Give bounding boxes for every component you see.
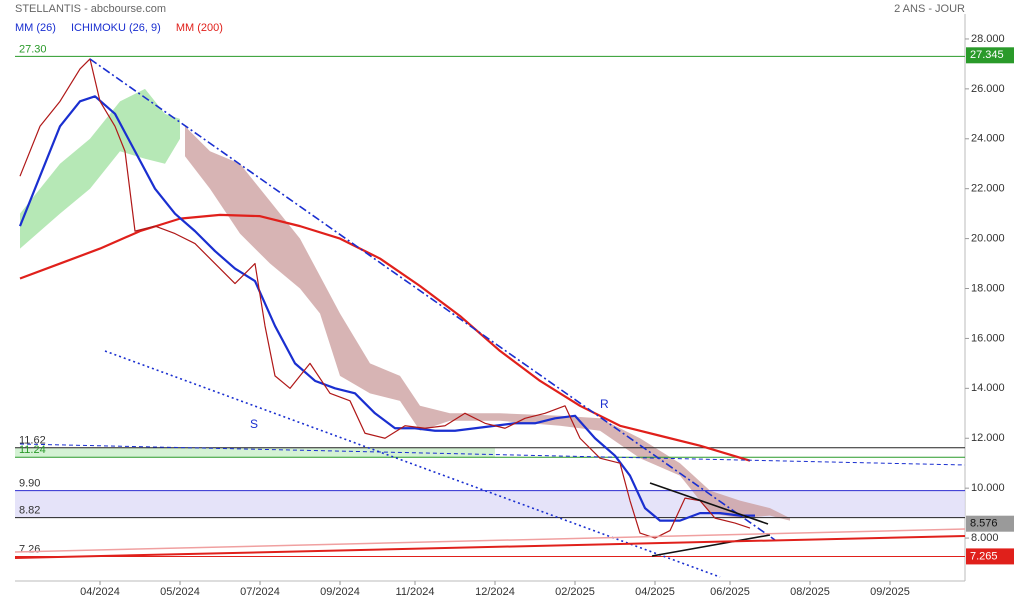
level-band (15, 447, 495, 458)
y-tick-label: 22.000 (971, 183, 1005, 195)
header: STELLANTIS - abcbourse.com (15, 3, 166, 15)
x-tick-label: 12/2024 (475, 586, 515, 598)
line-series (19, 213, 751, 462)
price-label: 27.345 (970, 49, 1004, 61)
y-tick-label: 24.000 (971, 133, 1005, 145)
line-series (18, 95, 755, 522)
trendline (104, 350, 721, 578)
y-tick-label: 10.000 (971, 482, 1005, 494)
x-tick-label: 08/2025 (790, 586, 830, 598)
triangle-line (649, 482, 769, 525)
y-tick-label: 28.000 (971, 33, 1005, 45)
period: 2 ANS - JOUR (894, 3, 965, 15)
legend-entry: MM (200) (176, 22, 223, 34)
x-tick-label: 06/2025 (710, 586, 750, 598)
y-tick-label: 14.000 (971, 382, 1005, 394)
price-label-box (966, 548, 1014, 565)
y-tick-label: 8.000 (971, 532, 999, 544)
x-tick-label: 04/2025 (635, 586, 675, 598)
x-tick-label: 04/2024 (80, 586, 120, 598)
level-label: 7.26 (19, 543, 40, 555)
legend-entry: ICHIMOKU (26, 9) (71, 22, 161, 34)
ichimoku-cloud (20, 88, 180, 249)
level-label: 27.30 (19, 43, 47, 55)
price-label: 7.265 (970, 550, 998, 562)
x-tick-label: 09/2024 (320, 586, 360, 598)
support-line (14, 528, 966, 553)
price-label-box (966, 47, 1014, 64)
level-band (15, 490, 965, 518)
line-series (19, 58, 751, 539)
trendline (19, 443, 966, 466)
price-label-box (966, 515, 1014, 532)
x-tick-label: 11/2024 (396, 586, 435, 598)
x-tick-label: 05/2024 (160, 586, 200, 598)
plot: 8.000 10.000 12.000 14.000 16.000 18.000 20.00… (15, 14, 1014, 598)
x-tick-label: 09/2025 (870, 586, 910, 598)
y-tick-label: 26.000 (971, 83, 1005, 95)
trendline (89, 58, 776, 541)
price-label: 8.576 (970, 518, 998, 530)
level-label: 9.90 (19, 478, 40, 490)
level-label: 8.82 (19, 505, 40, 517)
y-tick-label: 20.000 (971, 233, 1005, 245)
level-label: 11.24 (19, 444, 46, 456)
x-tick-label: 07/2024 (240, 586, 280, 598)
x-tick-label: 02/2025 (555, 586, 595, 598)
legend-entry: MM (26) (15, 22, 56, 34)
triangle-line (651, 534, 771, 557)
support-line (14, 535, 966, 559)
y-tick-label: 18.000 (971, 282, 1005, 294)
annotation: S (250, 417, 258, 431)
level-label: 11.62 (19, 435, 46, 447)
y-tick-label: 16.000 (971, 332, 1005, 344)
y-tick-label: 12.000 (971, 432, 1005, 444)
annotation: R (600, 397, 609, 411)
